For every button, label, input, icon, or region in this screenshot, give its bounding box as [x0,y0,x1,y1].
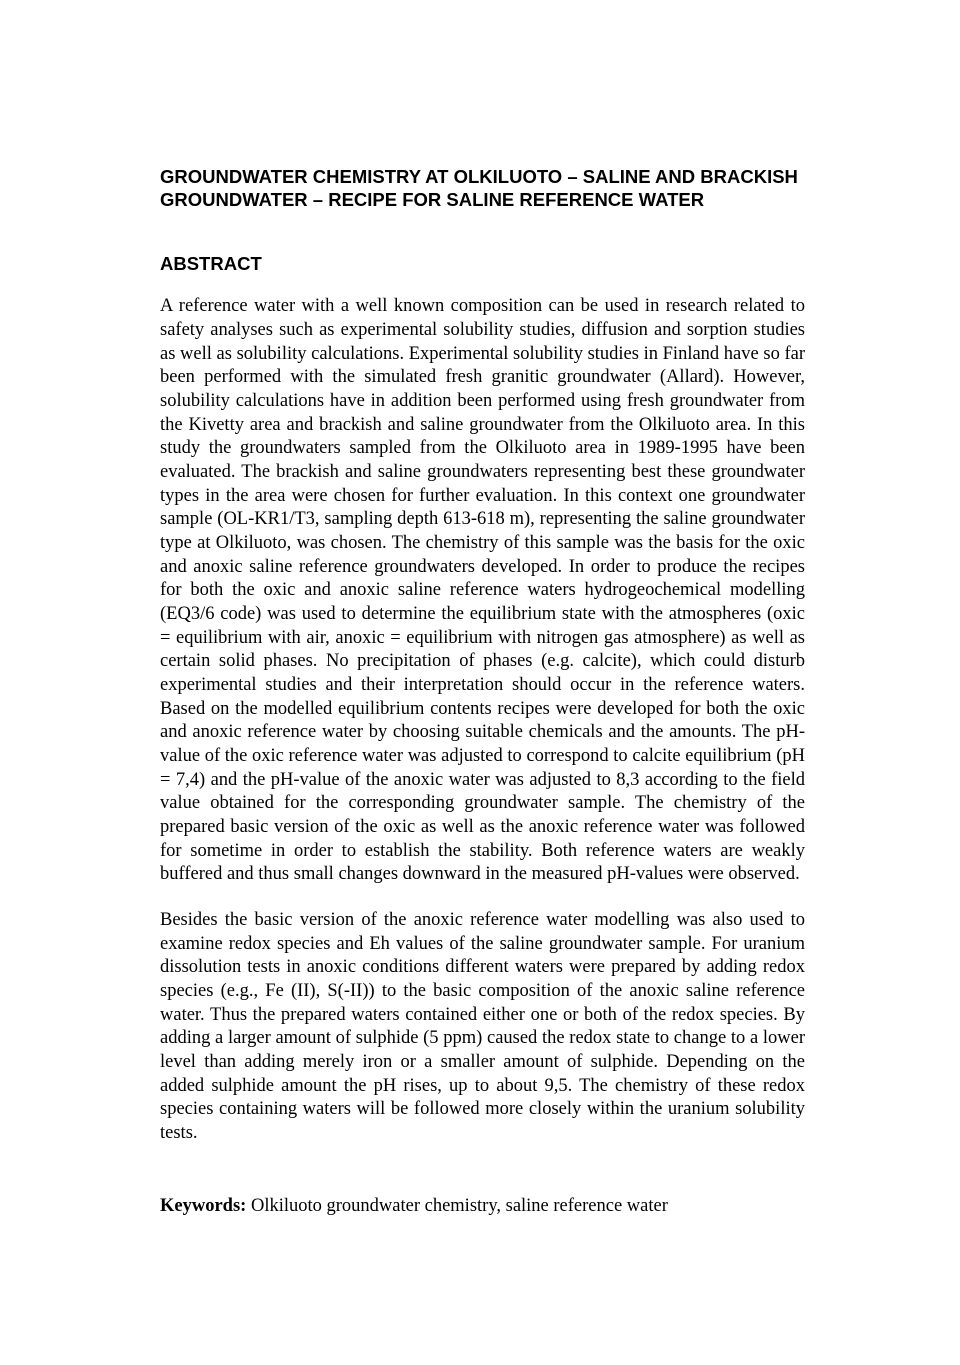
keywords-label: Keywords: [160,1196,246,1216]
keywords-line: Keywords: Olkiluoto groundwater chemistr… [160,1196,805,1217]
title-line-1: GROUNDWATER CHEMISTRY AT OLKILUOTO – SAL… [160,166,798,187]
title-line-2: GROUNDWATER – RECIPE FOR SALINE REFERENC… [160,189,704,210]
abstract-heading: ABSTRACT [160,253,805,275]
document-title: GROUNDWATER CHEMISTRY AT OLKILUOTO – SAL… [160,165,805,211]
abstract-paragraph-1: A reference water with a well known comp… [160,295,805,887]
abstract-paragraph-2: Besides the basic version of the anoxic … [160,909,805,1146]
document-page: GROUNDWATER CHEMISTRY AT OLKILUOTO – SAL… [0,0,960,1365]
keywords-text: Olkiluoto groundwater chemistry, saline … [246,1196,668,1216]
